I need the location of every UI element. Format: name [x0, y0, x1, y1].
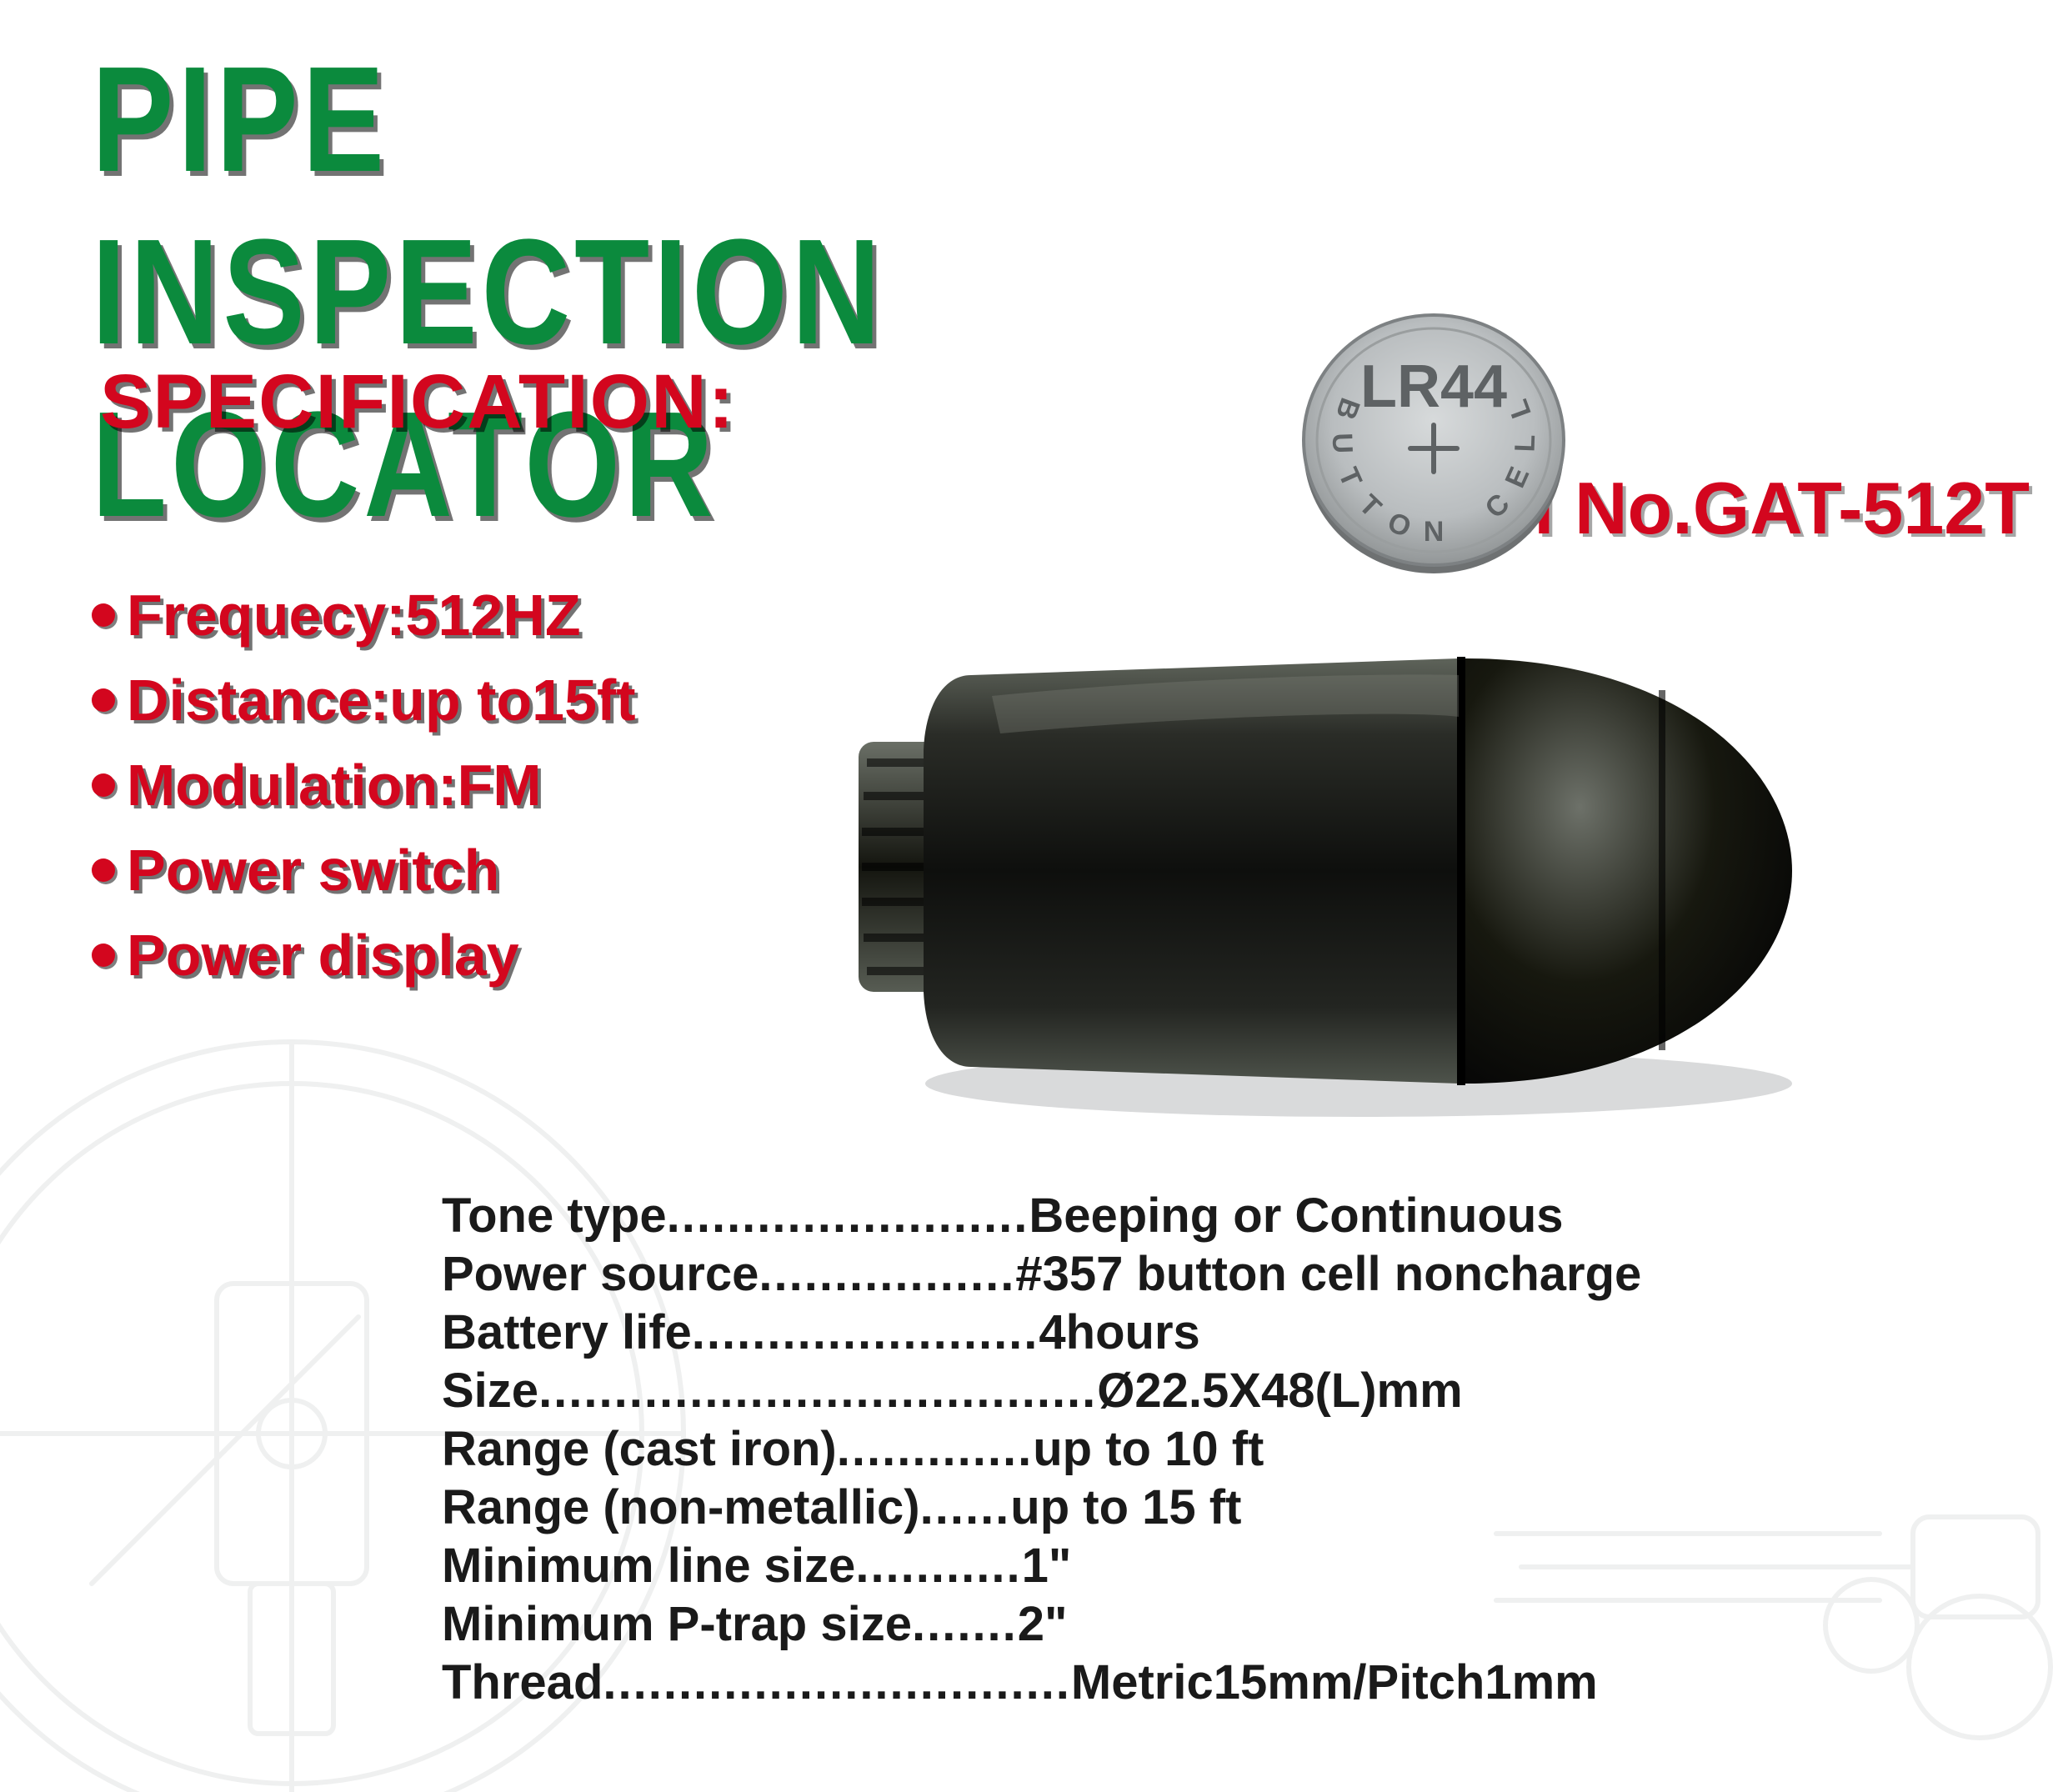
- header-row: PIPE INSPECTION LOCATOR Model No.GAT-512…: [92, 33, 2030, 551]
- detail-row: Size....................................…: [442, 1367, 1641, 1425]
- detail-row: Range (cast iron).............up to 10 f…: [442, 1425, 1641, 1484]
- bullet-dot-icon: [92, 603, 115, 627]
- bullet-dot-icon: [92, 773, 115, 797]
- bullet-dot-icon: [92, 688, 115, 712]
- spec-bullet-item: Modulation:FM: [92, 745, 636, 825]
- detail-value: Beeping or Continuous: [1029, 1192, 1563, 1240]
- detail-spec-table: Tone type........................Beeping…: [442, 1192, 1641, 1717]
- detail-label: Thread: [442, 1659, 603, 1707]
- detail-dots: .................: [759, 1250, 1015, 1299]
- detail-value: up to 15 ft: [1010, 1484, 1241, 1532]
- detail-dots: ......: [920, 1484, 1011, 1532]
- detail-dots: ........................: [667, 1192, 1029, 1240]
- detail-row: Thread...............................Met…: [442, 1659, 1641, 1717]
- detail-value: up to 10 ft: [1033, 1425, 1264, 1474]
- detail-label: Size: [442, 1367, 538, 1415]
- svg-text:U: U: [1326, 433, 1359, 454]
- spec-bullet-item: Power switch: [92, 830, 636, 910]
- detail-label: Power source: [442, 1250, 759, 1299]
- detail-value: 4hours: [1039, 1309, 1199, 1357]
- detail-value: Ø22.5X48(L)mm: [1097, 1367, 1462, 1415]
- spec-bullet-item: Power display: [92, 915, 636, 995]
- detail-dots: .......: [912, 1600, 1018, 1649]
- detail-label: Battery life: [442, 1309, 692, 1357]
- bullet-dot-icon: [92, 944, 115, 967]
- detail-row: Battery life.......................4hour…: [442, 1309, 1641, 1367]
- bullet-text: Frequecy:512HZ: [127, 582, 581, 648]
- spec-bullet-item: Distance:up to15ft: [92, 660, 636, 740]
- detail-row: Minimum P-trap size.......2": [442, 1600, 1641, 1659]
- detail-row: Minimum line size...........1": [442, 1542, 1641, 1600]
- spec-bullet-list: Frequecy:512HZ Distance:up to15ft Modulati…: [92, 575, 636, 1000]
- detail-label: Tone type: [442, 1192, 667, 1240]
- svg-text:L: L: [1510, 434, 1542, 453]
- detail-value: #357 button cell noncharge: [1015, 1250, 1641, 1299]
- detail-label: Minimum P-trap size: [442, 1600, 912, 1649]
- svg-text:N: N: [1424, 516, 1445, 548]
- detail-value: Metric15mm/Pitch1mm: [1071, 1659, 1598, 1707]
- bullet-text: Power display: [127, 922, 519, 989]
- svg-text:LR44: LR44: [1360, 353, 1507, 420]
- spec-sheet-page: PIPE INSPECTION LOCATOR Model No.GAT-512…: [0, 0, 2063, 1789]
- bullet-text: Power switch: [127, 837, 499, 904]
- spec-bullet-item: Frequecy:512HZ: [92, 575, 636, 655]
- detail-row: Range (non-metallic)......up to 15 ft: [442, 1484, 1641, 1542]
- detail-dots: ...........: [855, 1542, 1021, 1590]
- detail-row: Tone type........................Beeping…: [442, 1192, 1641, 1250]
- page-title: PIPE INSPECTION LOCATOR: [92, 33, 1089, 551]
- detail-dots: .....................................: [538, 1367, 1097, 1415]
- detail-dots: ...............................: [603, 1659, 1071, 1707]
- locator-illustration: [825, 617, 1817, 1125]
- detail-value: 1": [1022, 1542, 1072, 1590]
- spec-heading: SPECIFICATION:: [100, 358, 735, 446]
- battery-illustration: LR44 BUTTON CELL: [1300, 308, 1567, 575]
- bullet-text: Distance:up to15ft: [127, 667, 636, 733]
- detail-dots: .............: [837, 1425, 1034, 1474]
- detail-label: Minimum line size: [442, 1542, 855, 1590]
- detail-label: Range (cast iron): [442, 1425, 837, 1474]
- detail-dots: .......................: [692, 1309, 1039, 1357]
- bullet-text: Modulation:FM: [127, 752, 542, 818]
- detail-label: Range (non-metallic): [442, 1484, 920, 1532]
- detail-value: 2": [1018, 1600, 1068, 1649]
- bullet-dot-icon: [92, 858, 115, 882]
- detail-row: Power source.................#357 button…: [442, 1250, 1641, 1309]
